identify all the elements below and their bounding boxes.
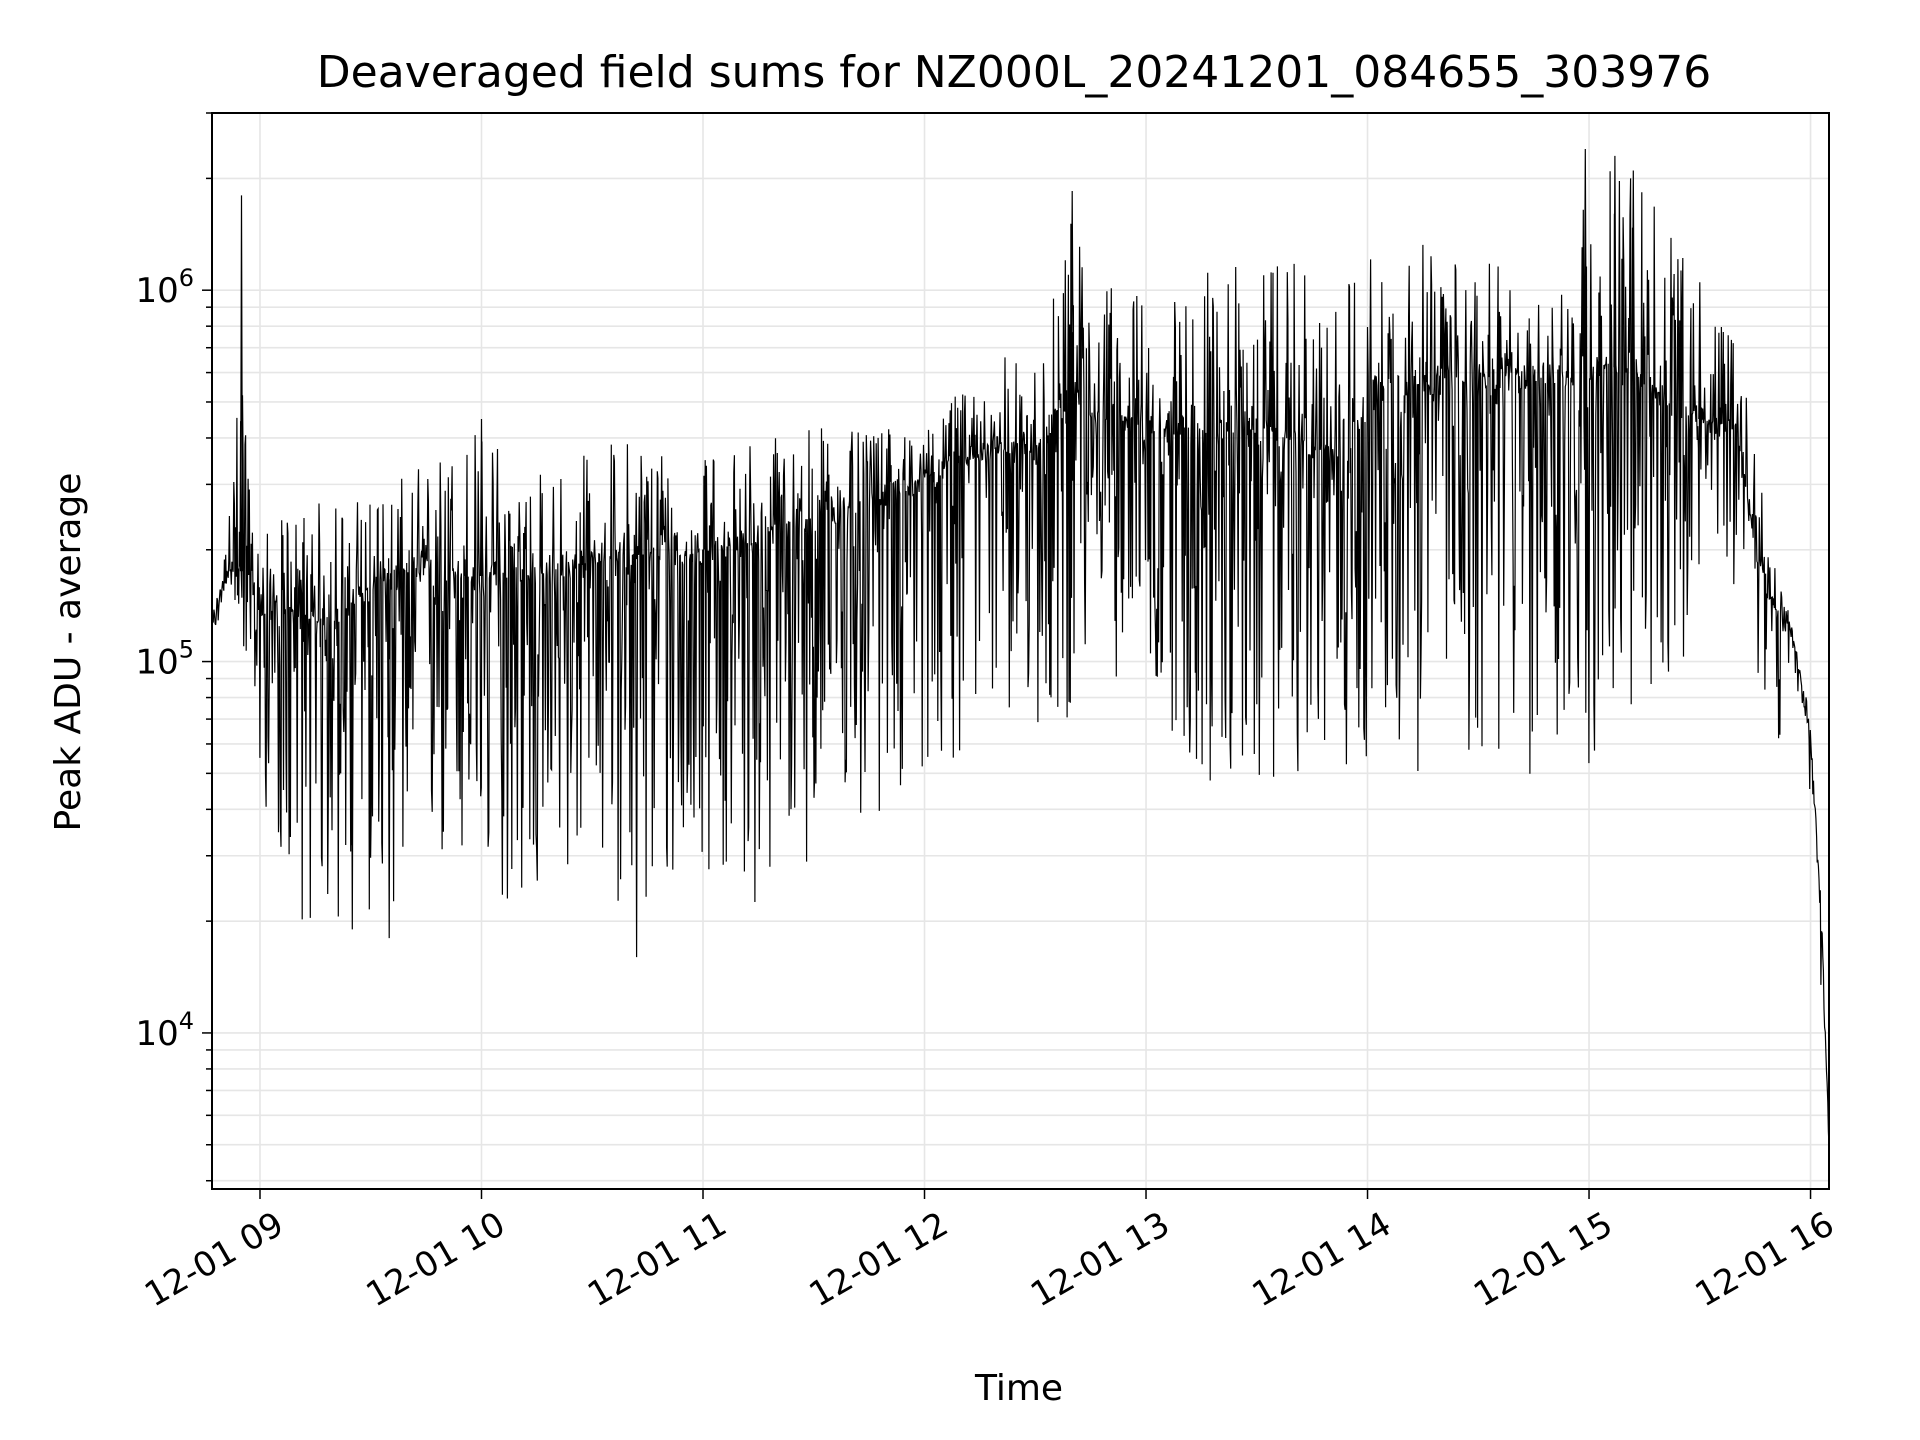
y-axis: 104 105 106 [135, 112, 212, 1182]
axes-frame [211, 112, 1830, 1190]
series-line [211, 148, 1830, 1147]
x-axis-label: Time [974, 1368, 1063, 1409]
y-tick-label: 104 [135, 1007, 194, 1054]
plot-area [211, 148, 1830, 1147]
y-tick-label: 105 [135, 636, 194, 683]
y-tick-label: 106 [135, 264, 194, 311]
chart-title: Deaveraged field sums for NZ000L_2024120… [317, 47, 1711, 98]
y-axis-label: Peak ADU - average [48, 473, 89, 832]
